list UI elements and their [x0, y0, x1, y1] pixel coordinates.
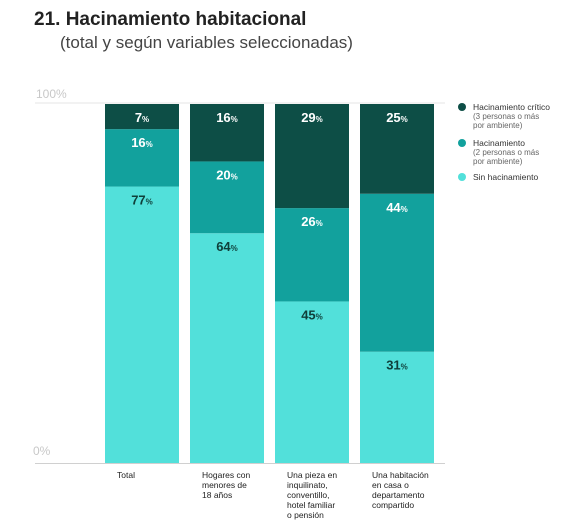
legend-label-1: Hacinamiento crítico [473, 102, 550, 112]
value-label-1-3: 7% [135, 110, 149, 125]
value-label-2-1: 64% [216, 239, 238, 254]
bar-segment-4-2 [360, 193, 434, 352]
value-label-4-2: 44% [386, 200, 408, 215]
y-axis-top-label: 100% [36, 87, 67, 101]
y-axis-bottom-label: 0% [33, 444, 51, 458]
bar-segment-1-2 [105, 129, 179, 187]
bar-segment-4-3 [360, 104, 434, 194]
legend-note-2-1: (2 personas o más [473, 148, 539, 157]
bar-segment-1-1 [105, 186, 179, 463]
legend-swatch-3 [458, 173, 466, 181]
bar-segment-3-2 [275, 208, 349, 302]
bar-segment-4-1 [360, 351, 434, 463]
value-labels-layer: 77% 16% 7% 64% 20% 16% 45% 26% 29% 31% 44% 25% [131, 110, 408, 373]
value-label-3-3: 29% [301, 110, 323, 125]
legend-label-3: Sin hacinamiento [473, 172, 538, 182]
category-label-1: Total [117, 470, 135, 480]
legend-note-1-2: por ambiente) [473, 121, 523, 130]
value-label-4-1: 31% [386, 358, 408, 373]
legend-swatch-2 [458, 139, 466, 147]
value-label-3-2: 26% [301, 214, 323, 229]
bars-layer [105, 104, 434, 463]
bar-segment-3-3 [275, 104, 349, 209]
chart-subtitle: (total y según variables seleccionadas) [60, 33, 353, 52]
category-labels-layer: Total Hogares con menores de 18 años Una pie… [117, 470, 429, 520]
bar-segment-2-1 [190, 233, 264, 463]
category-label-2: Hogares con menores de 18 años [202, 470, 250, 500]
bar-segment-2-2 [190, 161, 264, 234]
value-label-2-2: 20% [216, 167, 238, 182]
legend-note-2-2: por ambiente) [473, 157, 523, 166]
bar-segment-1-3 [105, 104, 179, 130]
bar-segment-3-1 [275, 301, 349, 463]
chart-title: 21. Hacinamiento habitacional [34, 9, 307, 30]
category-label-3: Una pieza en inquilinato, conventillo, hote… [287, 470, 337, 520]
value-label-1-2: 16% [131, 135, 153, 150]
value-label-1-1: 77% [131, 193, 153, 208]
axis-layer: 100% 0% [33, 87, 445, 464]
legend-swatch-1 [458, 103, 466, 111]
legend: Hacinamiento crítico(3 personas o máspor… [458, 102, 550, 182]
legend-label-2: Hacinamiento [473, 138, 525, 148]
value-label-4-3: 25% [386, 110, 408, 125]
category-label-4: Una habitación en casa o departamento compa… [372, 470, 429, 510]
bar-segment-2-3 [190, 104, 264, 162]
legend-note-1-1: (3 personas o más [473, 112, 539, 121]
value-label-3-1: 45% [301, 307, 323, 322]
value-label-2-3: 16% [216, 110, 238, 125]
